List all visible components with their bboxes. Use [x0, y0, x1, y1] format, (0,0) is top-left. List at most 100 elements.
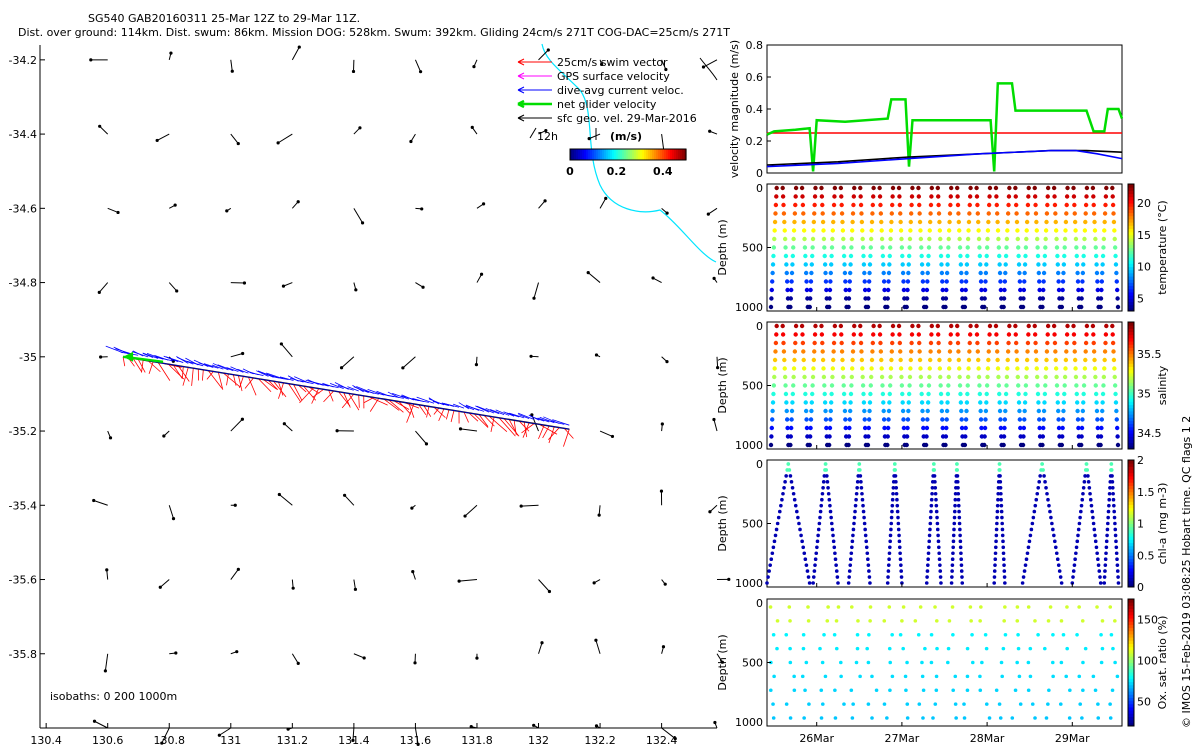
- profile-point: [901, 425, 907, 431]
- profile-point: [865, 304, 871, 310]
- profile-point: [1112, 366, 1117, 371]
- profile-point: [1080, 417, 1085, 422]
- profile-point: [864, 539, 869, 544]
- geo-vector-head: [660, 422, 664, 426]
- profile-point: [927, 236, 932, 242]
- geo-vector: [595, 640, 601, 654]
- swim-vector: [239, 376, 244, 389]
- profile-point: [1065, 646, 1069, 651]
- colorbar-cell: [588, 149, 591, 160]
- profile-point: [870, 202, 876, 208]
- swim-vector: [341, 393, 355, 409]
- geo-vector-head: [418, 70, 423, 74]
- profile-point: [860, 245, 866, 250]
- profile-point: [1111, 497, 1116, 502]
- geo-vector-head: [105, 568, 109, 572]
- profile-point: [1098, 581, 1103, 585]
- current-vector: [334, 382, 349, 390]
- profile-point: [887, 391, 892, 397]
- profile-point: [975, 349, 981, 354]
- profile-point: [953, 674, 958, 679]
- profile-point: [850, 716, 855, 720]
- profile-point: [1028, 646, 1033, 651]
- profile-point: [1017, 408, 1022, 414]
- profile-colorbar-cell: [1128, 295, 1134, 299]
- profile-point: [1006, 194, 1012, 199]
- profile-point: [879, 374, 885, 380]
- profile-point: [930, 486, 935, 490]
- geo-vector-head: [594, 724, 599, 728]
- profile-point: [983, 417, 988, 422]
- swim-vector: [298, 384, 307, 393]
- profile-point: [957, 515, 962, 520]
- profile-point: [968, 323, 973, 329]
- profile-point: [1098, 296, 1104, 301]
- swim-vector: [521, 423, 535, 434]
- colorbar-cell: [608, 149, 611, 160]
- profile-point: [859, 480, 863, 484]
- profile-point: [1084, 462, 1089, 466]
- swim-vector: [473, 413, 489, 428]
- current-vector: [230, 366, 244, 373]
- profile-point: [933, 702, 938, 706]
- profile-colorbar-cell: [1128, 501, 1134, 505]
- colorbar-cell: [664, 149, 667, 160]
- colorbar-cell: [678, 149, 681, 160]
- depth-tick-label: 0: [756, 597, 763, 610]
- profile-point: [1000, 533, 1005, 538]
- profile-point: [866, 702, 871, 706]
- profile-point: [895, 497, 899, 502]
- profile-point: [1093, 533, 1097, 538]
- profile-point: [1112, 245, 1118, 250]
- profile-point: [1082, 228, 1088, 233]
- profile-colorbar-cell: [1128, 193, 1134, 198]
- colorbar-cell: [674, 149, 677, 160]
- profile-point: [1021, 296, 1026, 301]
- profile-point: [987, 323, 993, 329]
- profile-point: [946, 228, 952, 233]
- profile-point: [1100, 408, 1105, 414]
- profile-point: [946, 646, 951, 651]
- profile-point: [1038, 474, 1042, 478]
- profile-point: [850, 349, 856, 354]
- current-vector: [509, 412, 525, 419]
- current-vector: [211, 364, 224, 370]
- profile-point: [1041, 287, 1046, 293]
- profile-point: [998, 474, 1002, 478]
- profile-colorbar-cell: [1128, 491, 1134, 496]
- profile-point: [1079, 509, 1083, 514]
- profile-point: [1024, 374, 1029, 380]
- profile-point: [827, 287, 833, 293]
- profile-point: [1092, 219, 1097, 225]
- profile-point: [997, 270, 1003, 276]
- profile-point: [976, 374, 982, 380]
- profile-point: [1016, 245, 1021, 250]
- profile-point: [1062, 391, 1067, 397]
- profile-point: [804, 563, 809, 567]
- profile-point: [792, 219, 797, 225]
- profile-point: [897, 533, 901, 538]
- profile-point: [978, 674, 982, 679]
- profile-point: [953, 497, 958, 502]
- profile-point: [1113, 660, 1117, 665]
- profile-point: [852, 185, 857, 191]
- profile-point: [1003, 391, 1009, 397]
- profile-point: [967, 332, 973, 337]
- profile-colorbar-cell: [1128, 398, 1134, 402]
- profile-point: [841, 383, 846, 388]
- profile-point: [917, 357, 923, 363]
- profile-point: [1052, 202, 1058, 208]
- profile-point: [808, 425, 813, 431]
- profile-point: [832, 323, 838, 329]
- profile-point: [812, 194, 818, 199]
- map-y-tick-label: -35.4: [9, 499, 37, 512]
- profile-point: [908, 228, 913, 233]
- profile-point: [978, 279, 984, 284]
- velocity-y-tick-label: 0.2: [746, 135, 764, 148]
- profile-point: [827, 425, 833, 431]
- geo-vector: [219, 727, 232, 736]
- profile-colorbar-tick-label: 35.5: [1137, 348, 1162, 361]
- profile-point: [938, 563, 942, 567]
- profile-point: [936, 194, 941, 199]
- profile-point: [801, 646, 806, 651]
